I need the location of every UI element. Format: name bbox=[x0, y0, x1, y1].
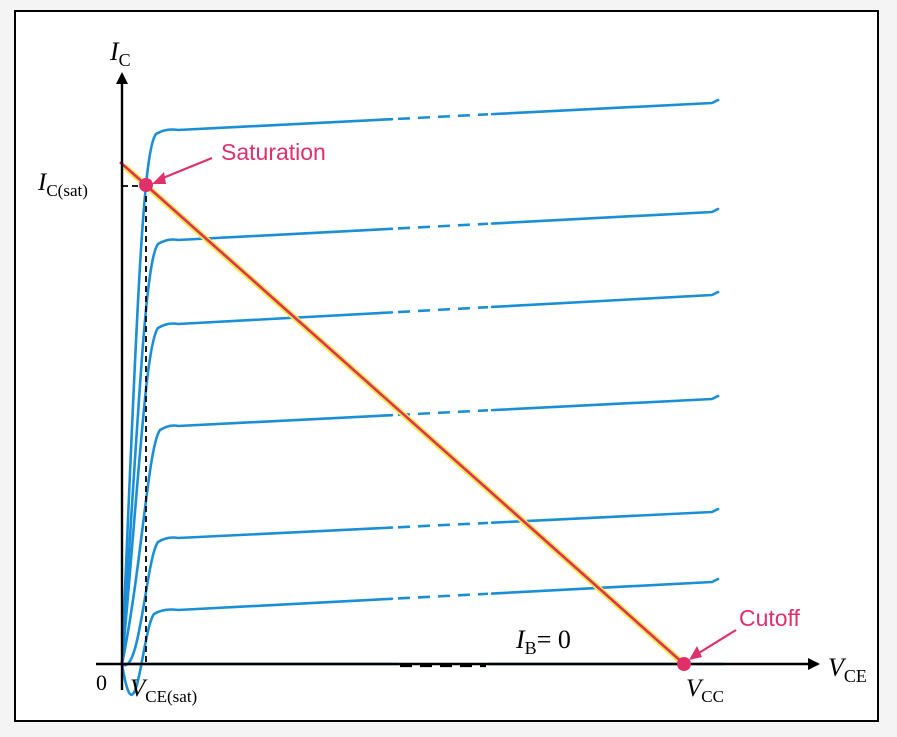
cutoff-arrow-head bbox=[689, 646, 702, 660]
saturation-arrow-head bbox=[152, 172, 166, 184]
ib-curve-6 bbox=[120, 597, 394, 697]
origin-label: 0 bbox=[96, 670, 107, 695]
ib-curve-3-tail bbox=[490, 290, 720, 309]
ib-curve-5-tail bbox=[490, 507, 720, 525]
ib-curve-1-tail bbox=[490, 98, 720, 116]
vcc-label: VCC bbox=[686, 675, 724, 706]
vce-sat-label: VCE(sat) bbox=[130, 675, 197, 706]
collector-curves bbox=[120, 98, 720, 697]
ib-curve-3 bbox=[120, 311, 394, 666]
saturation-label: Saturation bbox=[221, 139, 326, 165]
ib-curve-6-break bbox=[397, 592, 489, 600]
ic-sat-label: IC(sat) bbox=[37, 169, 88, 200]
cutoff-label: Cutoff bbox=[739, 605, 801, 631]
ib-curve-2-break bbox=[397, 222, 489, 230]
ib-curve-4-tail bbox=[490, 394, 720, 412]
ib-curve-1 bbox=[120, 117, 394, 666]
figure-frame bbox=[14, 10, 879, 722]
saturation-point bbox=[139, 178, 153, 192]
ib-zero-label: IB= 0 bbox=[515, 625, 571, 658]
ib-curve-1-break bbox=[397, 113, 489, 121]
ib-curve-6-tail bbox=[490, 577, 720, 595]
ib-curve-5 bbox=[120, 526, 394, 667]
ib-curve-3-break bbox=[397, 305, 489, 314]
saturation-arrow bbox=[157, 156, 213, 182]
ib-curve-2-tail bbox=[490, 207, 720, 225]
load-line bbox=[119, 161, 685, 665]
ib-curve-2 bbox=[120, 227, 394, 666]
ib-curve-5-break bbox=[397, 521, 489, 529]
ib-curve-4 bbox=[120, 413, 394, 666]
cutoff-arrow bbox=[693, 629, 737, 657]
cutoff-point bbox=[677, 657, 691, 671]
x-axis-label: VCE bbox=[828, 653, 867, 686]
y-axis-label: IC bbox=[109, 37, 131, 70]
ib-curve-4-break bbox=[397, 409, 489, 417]
